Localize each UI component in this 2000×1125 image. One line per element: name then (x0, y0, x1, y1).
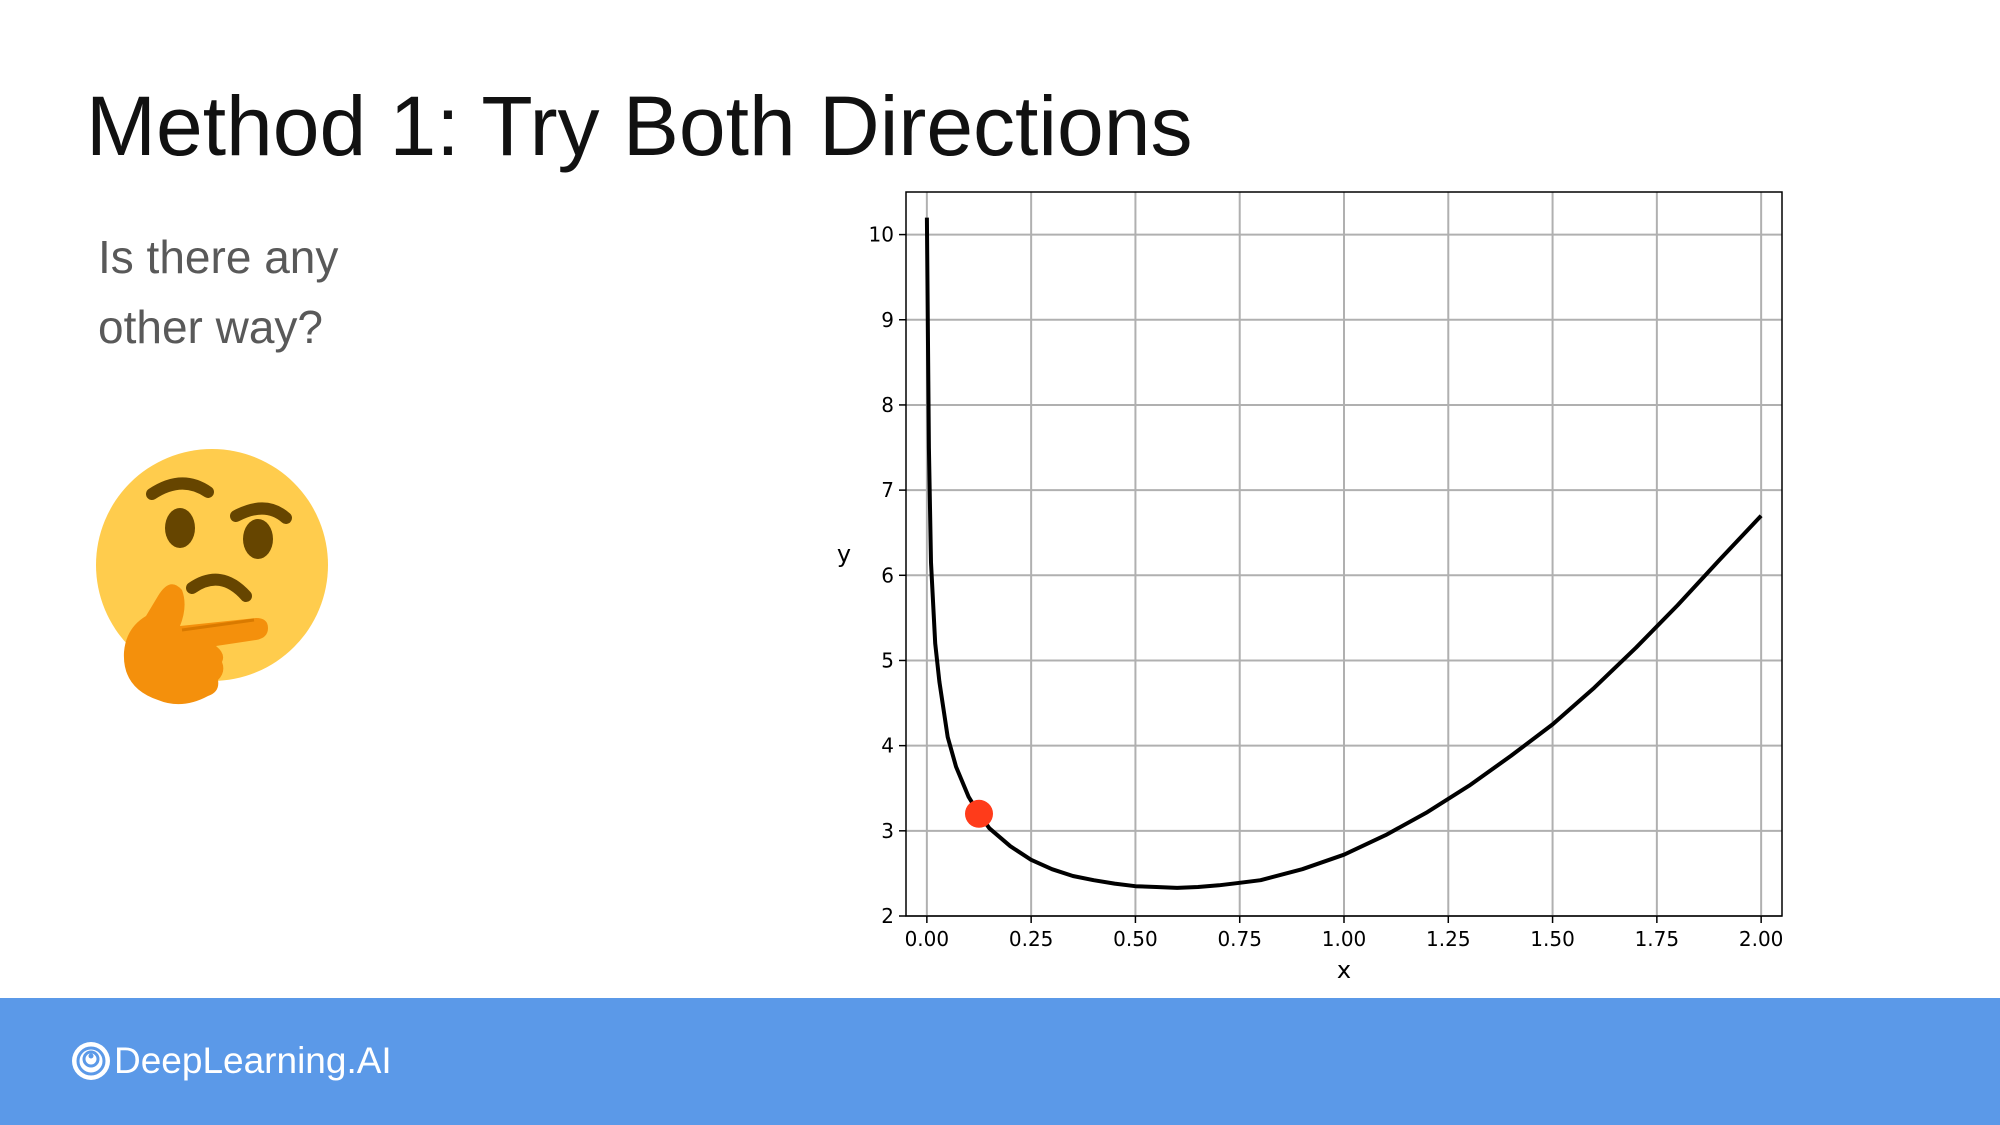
x-tick-label: 1.00 (1322, 927, 1367, 951)
x-tick-label: 0.25 (1009, 927, 1054, 951)
y-tick-label: 6 (881, 563, 894, 587)
chart-ticks: 0.00 0.25 0.50 0.75 1.00 1.25 1.50 1.75 2.00 2 3 4 5… (869, 223, 1784, 951)
series-line (924, 217, 1763, 890)
y-tick-label: 10 (869, 223, 894, 247)
x-tick-label: 1.75 (1635, 927, 1680, 951)
prompt-line-1: Is there any (98, 231, 339, 283)
y-tick-label: 7 (881, 478, 894, 502)
y-tick-label: 2 (881, 904, 894, 928)
loss-curve-chart: 0.00 0.25 0.50 0.75 1.00 1.25 1.50 1.75 2.00 2 3 4 5… (820, 180, 1820, 990)
chart-points (965, 799, 993, 828)
prompt-text: Is there any other way? (98, 222, 338, 362)
y-tick-label: 9 (881, 308, 894, 332)
y-tick-label: 3 (881, 819, 894, 843)
chart-grid (906, 192, 1782, 917)
brand-name: DeepLearning.AI (114, 1040, 392, 1081)
x-tick-label: 0.75 (1217, 927, 1262, 951)
x-tick-label: 2.00 (1739, 927, 1784, 951)
highlight-point (965, 799, 993, 828)
y-tick-label: 4 (881, 734, 894, 758)
prompt-line-2: other way? (98, 301, 324, 353)
x-tick-label: 0.50 (1113, 927, 1158, 951)
x-tick-label: 1.50 (1530, 927, 1575, 951)
thinking-face-icon (96, 448, 336, 718)
slide-title: Method 1: Try Both Directions (86, 79, 1193, 173)
y-tick-label: 5 (881, 648, 894, 672)
chart-series (924, 217, 1763, 890)
y-tick-label: 8 (881, 393, 894, 417)
x-tick-label: 1.25 (1426, 927, 1471, 951)
deeplearning-ai-logo-icon (70, 1040, 112, 1082)
x-axis-label: x (1337, 956, 1351, 984)
y-axis-label: y (837, 540, 851, 568)
x-tick-label: 0.00 (905, 927, 950, 951)
footer-bar: DeepLearning.AI (0, 998, 2000, 1125)
